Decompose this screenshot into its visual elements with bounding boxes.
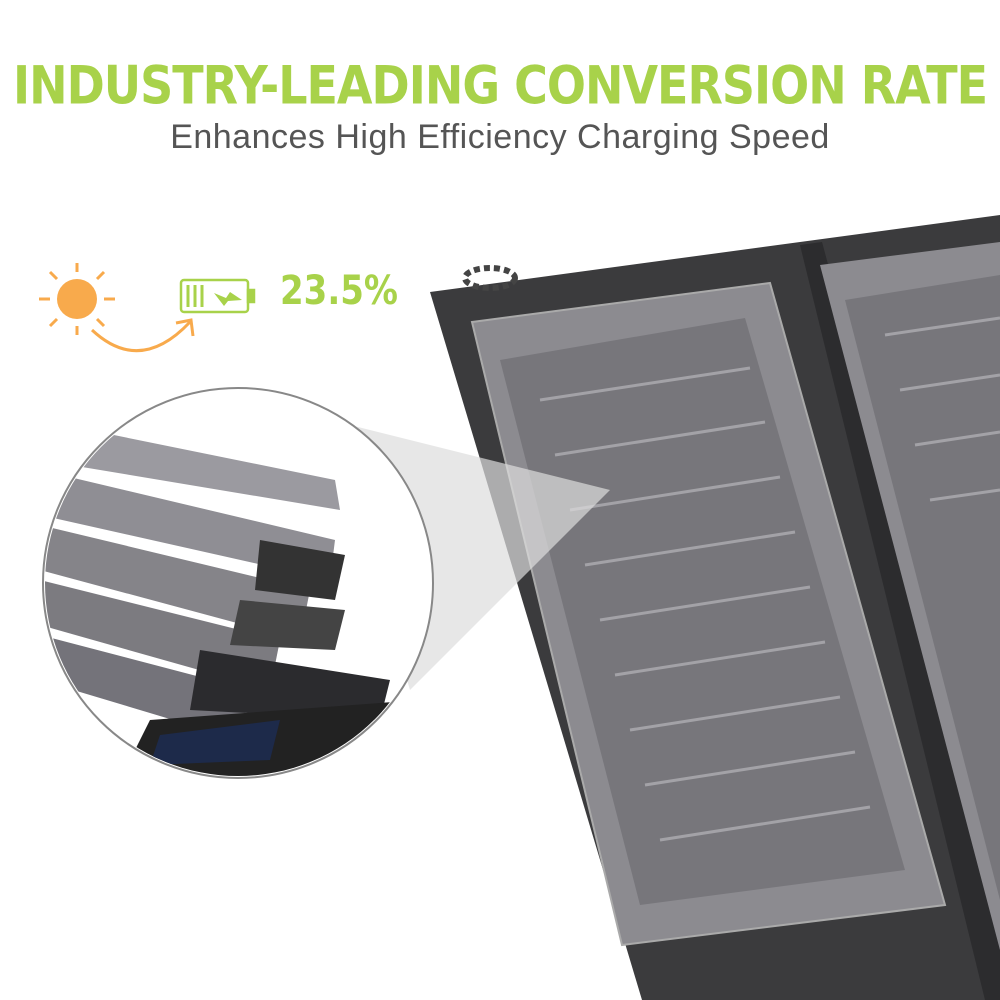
headline: INDUSTRY-LEADING CONVERSION RATE [12,53,988,117]
magnifier-circle [42,387,434,779]
solar-panel [430,215,1000,1000]
battery-charging-icon [179,278,256,314]
curved-arrow-icon [90,318,195,352]
sun-icon [39,263,115,335]
subheadline: Enhances High Efficiency Charging Speed [170,118,830,156]
conversion-rate: 23.5% [280,268,398,314]
